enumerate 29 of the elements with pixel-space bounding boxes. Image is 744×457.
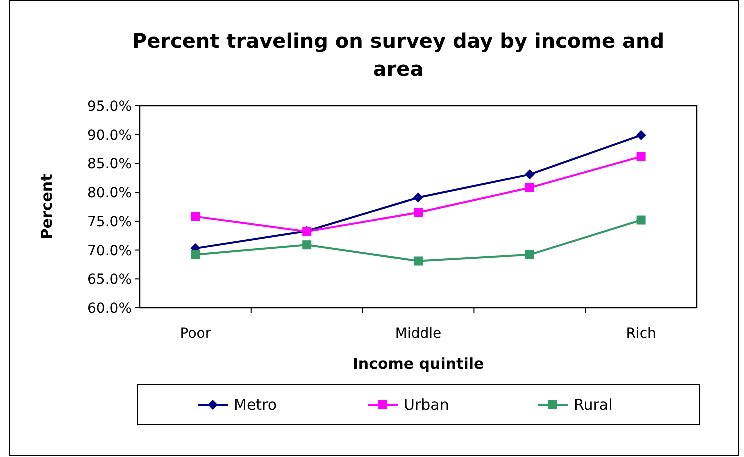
legend-label: Urban [404, 396, 450, 414]
y-tick-label: 60.0% [88, 301, 132, 317]
x-tick-label: Poor [180, 326, 212, 342]
y-tick-label: 65.0% [88, 272, 132, 288]
point [524, 170, 535, 180]
point [636, 130, 646, 140]
point [636, 216, 646, 225]
x-tick-label: Middle [395, 326, 442, 342]
y-tick-label: 80.0% [88, 186, 132, 202]
point [525, 183, 534, 192]
point [525, 250, 534, 260]
y-tick-label: 70.0% [88, 243, 132, 260]
chart-title: Percent traveling on survey day by income and area [132, 29, 665, 81]
point [191, 212, 200, 222]
point [414, 208, 423, 218]
y-tick-label: 75.0% [88, 214, 132, 230]
y-tick-label: 90.0% [88, 128, 132, 144]
y-tick-label: 95.0% [88, 99, 132, 115]
point [302, 240, 312, 250]
x-tick-label: Rich [626, 326, 656, 342]
legend-label: Rural [574, 396, 613, 414]
point [636, 152, 646, 162]
y-axis-title: Percent [38, 174, 56, 240]
point [414, 256, 423, 266]
x-axis-title: Income quintile [352, 355, 484, 373]
y-tick-label: 85.0% [88, 156, 132, 173]
point [191, 250, 200, 260]
legend-label: Metro [234, 396, 278, 414]
point [414, 192, 424, 203]
